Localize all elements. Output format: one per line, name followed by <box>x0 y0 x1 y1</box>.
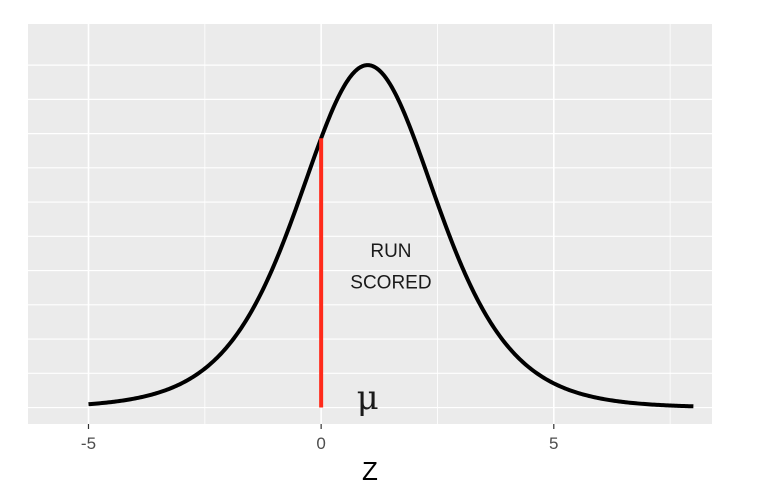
x-tick-label: 0 <box>316 434 325 453</box>
x-axis-ticks: -5 0 5 <box>81 424 559 453</box>
x-tick-label: -5 <box>81 434 96 453</box>
gridlines <box>28 24 712 424</box>
x-tick-label: 5 <box>549 434 558 453</box>
annotation-label: SCORED <box>350 272 431 293</box>
annotations: RUN SCORED μ <box>350 241 431 418</box>
x-axis-title: Z <box>362 456 378 486</box>
annotation-label: RUN <box>370 241 411 262</box>
plot-panel <box>28 24 712 424</box>
density-curve <box>88 63 694 409</box>
mu-label: μ <box>357 378 379 418</box>
